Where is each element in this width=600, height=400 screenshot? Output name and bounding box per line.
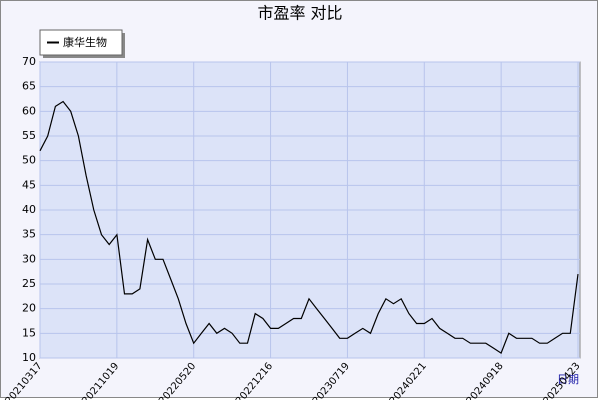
y-tick-label: 20 <box>22 302 36 315</box>
y-tick-label: 45 <box>22 178 36 191</box>
y-tick-label: 10 <box>22 351 36 364</box>
y-tick-label: 70 <box>22 55 36 68</box>
y-tick-label: 55 <box>22 129 36 142</box>
chart-title: 市盈率 对比 <box>257 4 342 23</box>
y-tick-label: 50 <box>22 154 36 167</box>
y-tick-label: 35 <box>22 228 36 241</box>
legend-label: 康华生物 <box>63 35 107 49</box>
y-tick-label: 40 <box>22 203 36 216</box>
y-tick-label: 15 <box>22 326 36 339</box>
y-tick-label: 25 <box>22 277 36 290</box>
x-axis-label: 日期 <box>557 373 579 386</box>
y-tick-label: 30 <box>22 252 36 265</box>
y-tick-label: 65 <box>22 80 36 93</box>
series-line <box>39 100 579 355</box>
y-tick-label: 60 <box>22 104 36 117</box>
